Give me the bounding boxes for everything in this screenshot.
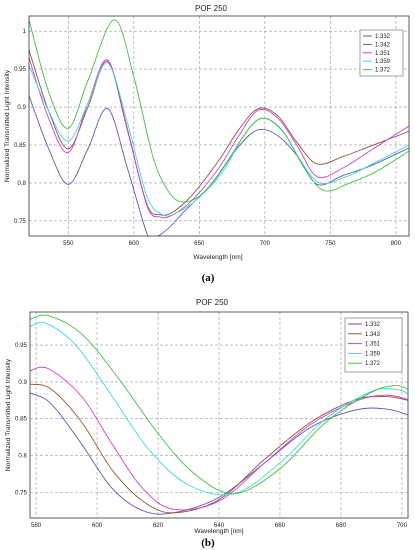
chart-a-y-tick-label: 0.75	[14, 218, 27, 225]
chart-a-plot-frame	[28, 15, 410, 237]
chart-a-series-line-1-342	[29, 50, 409, 216]
chart-b-legend: 1.332 1.343 1.351 1.359 1.372	[344, 317, 403, 373]
chart-a-y-tick-label: 0.95	[14, 66, 27, 73]
chart-b-x-tick-label: 620	[153, 522, 164, 529]
chart-b-x-tick-label: 660	[275, 522, 286, 529]
chart-b-x-tick-label: 640	[214, 522, 225, 529]
chart-b-x-tick-label: 700	[397, 522, 408, 529]
chart-b-series-line-1-351	[30, 366, 408, 511]
chart-b-grid	[30, 312, 408, 518]
chart-b-series	[30, 314, 408, 515]
chart-b-x-ticks: 580 600 620 640 660 680 700	[31, 522, 408, 529]
chart-a-series-line-1-359	[29, 62, 409, 217]
chart-a-series-line-1-372	[29, 19, 409, 203]
chart-a-y-ticks: 0.75 0.8 0.85 0.9 0.95 1	[14, 28, 27, 225]
chart-b-y-tick-label: 0.75	[15, 489, 28, 496]
chart-a-caption: (a)	[202, 272, 215, 284]
chart-b-series-line-1-332	[30, 392, 408, 515]
chart-b-y-axis-label: Normalized Transmitted Light Intensity	[5, 358, 12, 471]
chart-b-legend-label: 1.372	[365, 361, 381, 367]
chart-b-title: POF 250	[196, 298, 229, 307]
chart-b-x-tick-label: 680	[336, 522, 347, 529]
chart-b-y-ticks: 0.75 0.8 0.85 0.9 0.95	[15, 342, 28, 496]
chart-b: POF 250 580 600 620 640 660 680 700 0.75 0.8 0.8…	[5, 298, 409, 549]
chart-b-legend-label: 1.351	[365, 342, 381, 348]
chart-b-legend-label: 1.359	[365, 351, 381, 357]
chart-a-x-tick-label: 700	[260, 240, 271, 247]
chart-b-legend-label: 1.343	[365, 332, 381, 338]
chart-a-y-axis-label: Normalized Transmitted Light Intensity	[4, 69, 11, 182]
chart-a-legend: 1.332 1.342 1.351 1.359 1.372	[359, 29, 404, 77]
chart-a-x-tick-label: 750	[325, 240, 336, 247]
chart-a-x-axis-label: Wavelength [nm]	[193, 254, 242, 261]
chart-a-x-tick-label: 550	[63, 240, 74, 247]
chart-a-x-tick-label: 800	[391, 240, 402, 247]
chart-a-legend-label: 1.332	[375, 34, 391, 40]
chart-b-x-axis-label: Wavelength [nm]	[194, 528, 243, 535]
chart-a: POF 250 550 600 650 700 750 800 0.750.80.850.…	[4, 4, 410, 284]
chart-a-y-tick-label: 1	[23, 28, 27, 35]
chart-b-series-line-1-372	[30, 314, 408, 495]
chart-b-caption: (b)	[201, 537, 215, 549]
chart-b-y-tick-label: 0.95	[15, 342, 28, 349]
chart-b-plot-frame	[29, 311, 409, 519]
chart-a-legend-label: 1.342	[375, 42, 391, 48]
chart-a-y-tick-label: 0.9	[17, 104, 26, 111]
chart-b-y-tick-label: 0.8	[18, 452, 27, 459]
chart-b-y-tick-label: 0.9	[18, 379, 27, 386]
chart-a-x-ticks: 550 600 650 700 750 800	[63, 240, 401, 247]
chart-a-grid	[29, 16, 409, 236]
chart-a-legend-label: 1.372	[375, 68, 391, 74]
chart-b-x-tick-label: 580	[31, 522, 42, 529]
chart-a-legend-label: 1.359	[375, 59, 391, 65]
chart-a-series-line-1-332	[29, 95, 409, 236]
chart-b-legend-label: 1.332	[365, 322, 381, 328]
chart-a-y-tick-label: 0.85	[14, 142, 27, 149]
chart-a-series	[29, 19, 409, 236]
chart-a-title: POF 250	[195, 4, 228, 13]
chart-a-legend-label: 1.351	[375, 51, 391, 57]
chart-a-y-tick-label: 0.8	[17, 180, 26, 187]
chart-a-x-tick-label: 650	[194, 240, 205, 247]
chart-b-y-tick-label: 0.85	[15, 416, 28, 423]
chart-b-x-tick-label: 600	[92, 522, 103, 529]
chart-a-x-tick-label: 600	[129, 240, 140, 247]
